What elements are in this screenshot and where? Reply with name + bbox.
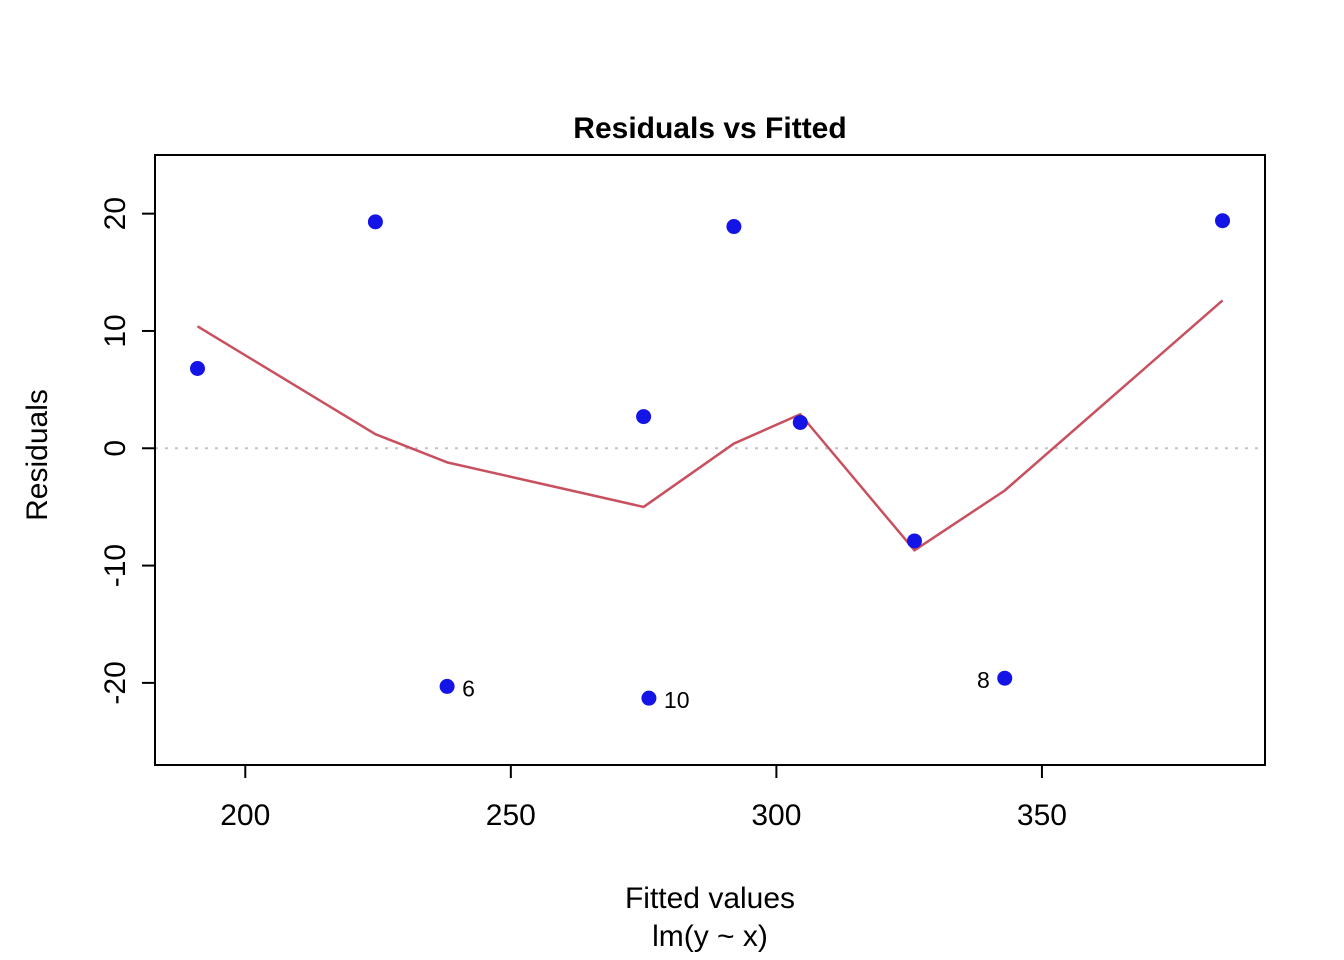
data-point	[367, 214, 383, 230]
data-point	[1215, 213, 1231, 229]
data-point	[641, 690, 657, 706]
chart-title: Residuals vs Fitted	[573, 112, 847, 145]
x-tick-label: 250	[486, 799, 536, 832]
y-tick-label: -20	[99, 661, 132, 704]
y-tick-label: 20	[99, 197, 132, 230]
data-point	[726, 219, 742, 235]
x-tick-label: 300	[751, 799, 801, 832]
x-tick-label: 200	[220, 799, 270, 832]
y-tick-label: 0	[99, 440, 132, 457]
data-point	[636, 409, 652, 425]
data-point	[997, 670, 1013, 686]
y-tick-label: -10	[99, 544, 132, 587]
y-tick-label: 10	[99, 314, 132, 347]
point-label: 8	[977, 667, 990, 693]
point-label: 10	[664, 687, 690, 713]
data-point	[189, 361, 205, 376]
x-tick-label: 350	[1017, 799, 1067, 832]
smoother-line	[196, 299, 1224, 552]
point-label: 6	[462, 675, 475, 701]
data-point	[439, 678, 455, 694]
data-point	[792, 414, 808, 430]
data-point	[906, 533, 922, 549]
model-formula-label: lm(y ~ x)	[652, 920, 768, 953]
plot-box	[154, 154, 1266, 766]
x-axis-label: Fitted values	[624, 882, 796, 915]
